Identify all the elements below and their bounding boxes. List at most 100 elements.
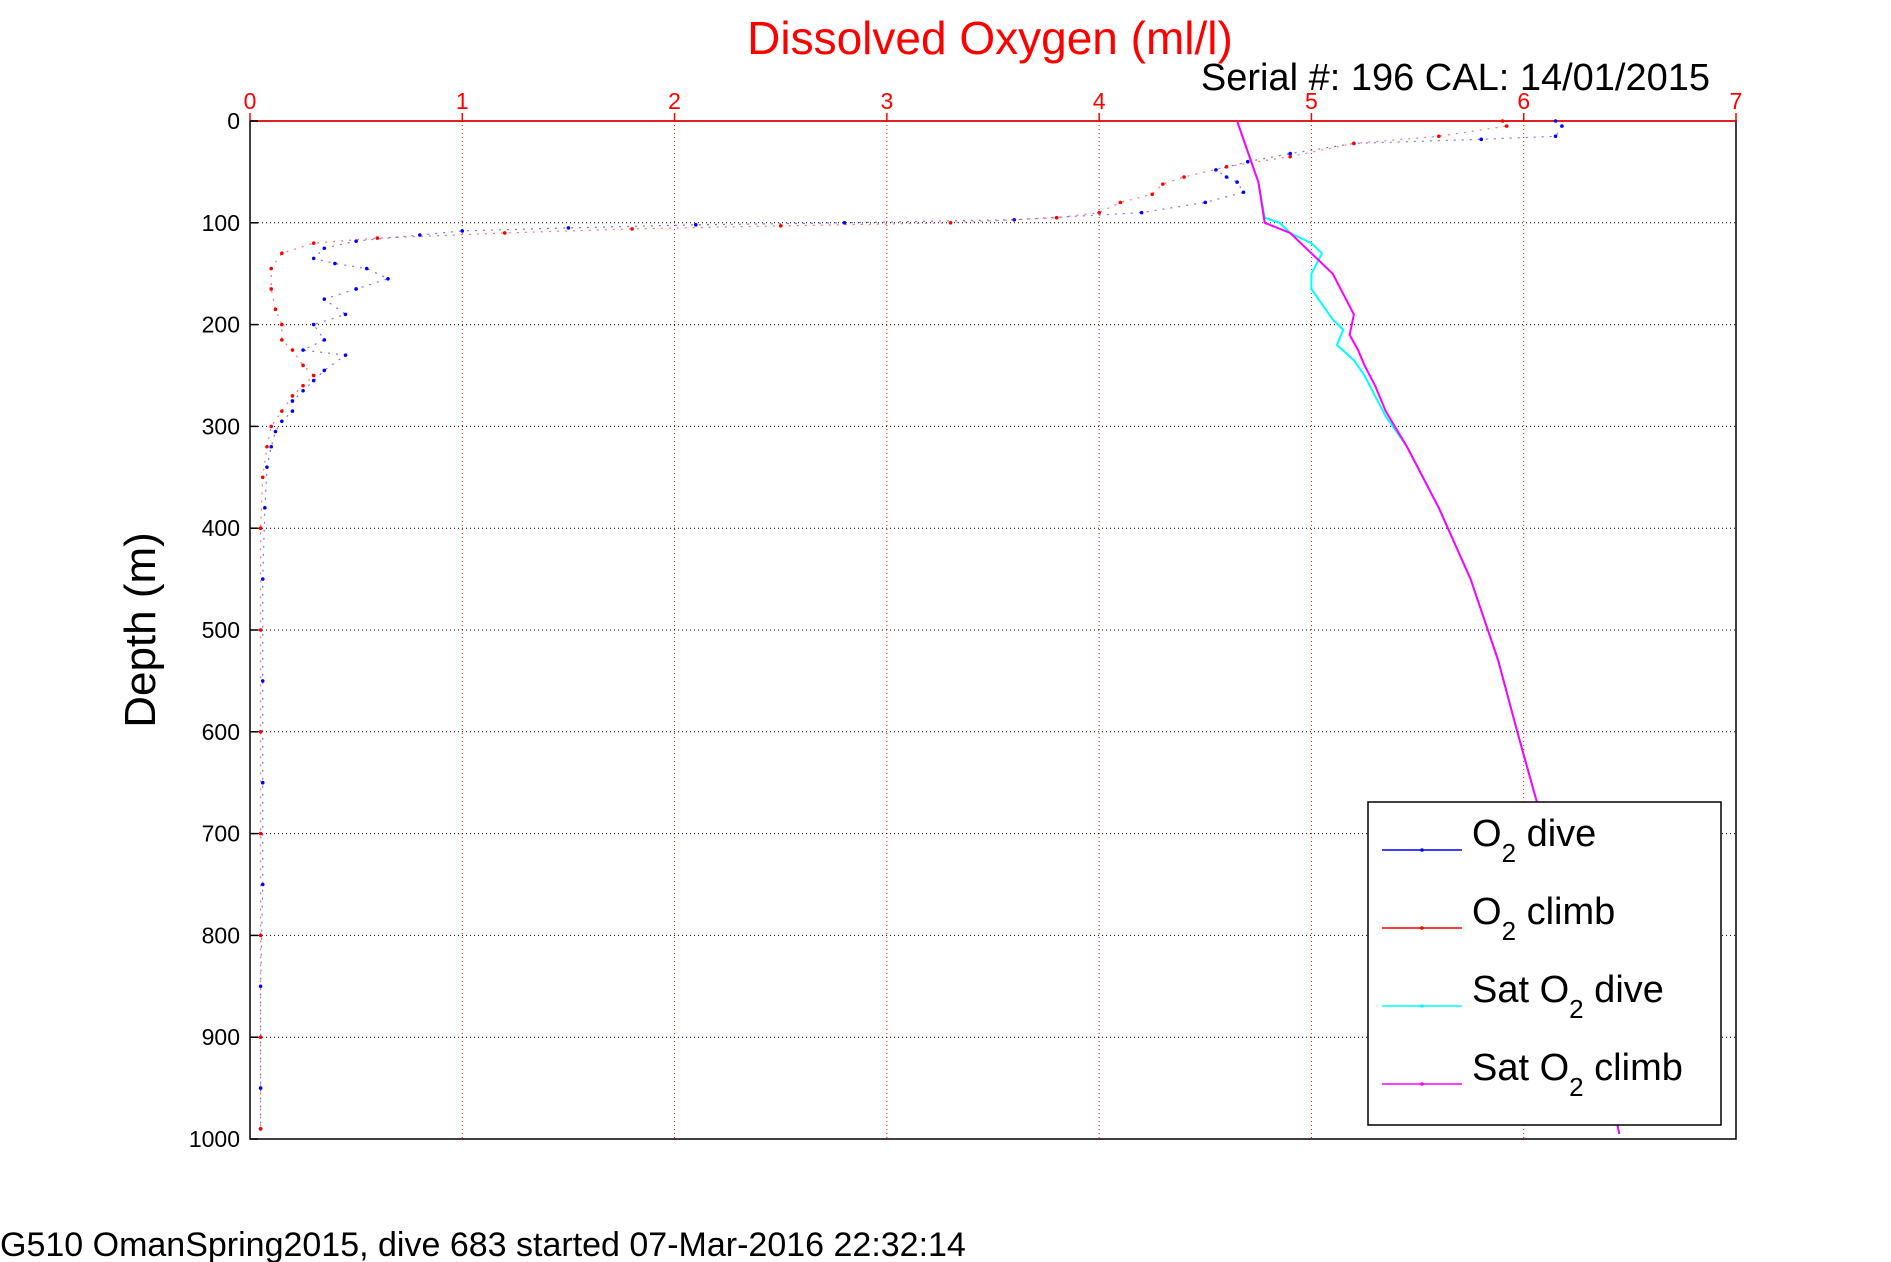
y-tick-label: 800 — [202, 922, 240, 948]
legend-entry: Sat O2 climb — [1382, 1047, 1683, 1102]
data-point — [343, 312, 348, 317]
data-point — [1150, 192, 1155, 197]
x-tick-label: 3 — [880, 88, 893, 114]
x-tick-label: 1 — [456, 88, 469, 114]
data-point — [290, 394, 295, 398]
legend-label: Sat O2 dive — [1472, 969, 1664, 1024]
data-point — [280, 419, 284, 424]
data-point — [1245, 159, 1250, 164]
data-point — [1504, 124, 1509, 128]
x-tick-label: 7 — [1730, 88, 1743, 114]
data-point — [290, 399, 295, 403]
data-point — [290, 409, 295, 413]
data-point — [258, 628, 263, 632]
y-axis-label: Depth (m) — [116, 532, 165, 728]
x-tick-label: 4 — [1093, 88, 1106, 114]
data-point — [269, 266, 274, 271]
data-point — [1500, 119, 1505, 123]
data-point — [418, 233, 422, 237]
data-point — [1097, 210, 1101, 215]
data-point — [260, 882, 265, 887]
data-point — [1118, 200, 1123, 205]
x-tick-label: 0 — [244, 88, 257, 114]
data-point — [258, 526, 263, 530]
data-point — [301, 363, 305, 368]
data-point — [566, 226, 571, 230]
data-point — [258, 730, 263, 734]
data-point — [1352, 141, 1356, 146]
data-point — [322, 246, 327, 251]
data-point — [1161, 182, 1165, 186]
data-point — [269, 424, 274, 429]
data-point — [375, 236, 380, 240]
data-point — [343, 353, 348, 357]
data-point — [354, 287, 358, 291]
data-point — [1214, 168, 1218, 172]
y-tick-label: 400 — [202, 515, 240, 541]
data-point — [1224, 165, 1229, 169]
data-point — [265, 444, 269, 449]
data-point — [778, 224, 783, 228]
data-point — [260, 577, 265, 581]
legend-swatch-marker — [1420, 1082, 1424, 1086]
legend-label: O2 dive — [1472, 813, 1596, 868]
data-point — [258, 1035, 263, 1039]
legend: O2 dive O2 climb Sat O2 dive Sat O2 climb — [1367, 801, 1722, 1126]
data-point — [1054, 215, 1059, 220]
data-point — [1553, 119, 1558, 123]
y-tick-labels: 0 100 200 300 400 500 600 700 800 900 1000 — [189, 108, 258, 1152]
data-point — [1479, 137, 1484, 142]
data-point — [280, 338, 284, 342]
data-point — [354, 239, 358, 243]
data-point — [460, 229, 465, 233]
data-point — [280, 322, 284, 327]
data-point — [322, 297, 327, 301]
x-tick-labels: 0 1 2 3 4 5 6 7 — [244, 88, 1743, 121]
data-point — [258, 984, 263, 989]
legend-entry: Sat O2 dive — [1382, 969, 1664, 1024]
data-point — [258, 1086, 263, 1090]
legend-entry: O2 climb — [1382, 891, 1615, 946]
series-line-o2-dive — [260, 120, 1563, 1129]
chart-title: Dissolved Oxygen (ml/l) — [747, 12, 1233, 64]
data-point — [333, 261, 337, 266]
legend-swatch-marker — [1420, 848, 1424, 852]
data-point — [258, 933, 263, 938]
data-point — [630, 227, 634, 231]
legend-label: O2 climb — [1472, 891, 1615, 946]
data-point — [260, 679, 265, 683]
y-tick-label: 600 — [202, 719, 240, 745]
series-line-o2-climb — [260, 120, 1508, 1129]
data-point — [1235, 180, 1239, 184]
legend-label: Sat O2 climb — [1472, 1047, 1683, 1102]
serial-calibration-label: Serial #: 196 CAL: 14/01/2015 — [1201, 57, 1710, 99]
data-point — [1288, 151, 1292, 156]
data-point — [311, 256, 316, 261]
data-point — [948, 221, 953, 225]
y-tick-label: 500 — [202, 617, 240, 643]
legend-box — [1367, 801, 1722, 1126]
x-tick-label: 2 — [668, 88, 681, 114]
data-point — [269, 444, 274, 449]
data-point — [273, 307, 278, 312]
data-point — [263, 506, 267, 510]
series-o2-climb — [258, 119, 1509, 1131]
data-point — [311, 373, 316, 378]
data-point — [1203, 200, 1208, 205]
legend-entry: O2 dive — [1382, 813, 1596, 868]
y-tick-label: 0 — [227, 108, 240, 134]
y-tick-label: 1000 — [189, 1126, 240, 1152]
y-tick-label: 700 — [202, 821, 240, 847]
data-point — [280, 409, 284, 413]
legend-swatch-marker — [1420, 926, 1424, 930]
data-point — [260, 475, 265, 480]
data-point — [258, 1127, 263, 1131]
data-point — [258, 831, 263, 836]
data-point — [322, 338, 327, 342]
data-point — [1553, 134, 1558, 139]
legend-swatch-marker — [1420, 1004, 1424, 1008]
data-point — [502, 231, 507, 235]
data-point — [301, 388, 305, 393]
y-tick-label: 300 — [202, 413, 240, 439]
